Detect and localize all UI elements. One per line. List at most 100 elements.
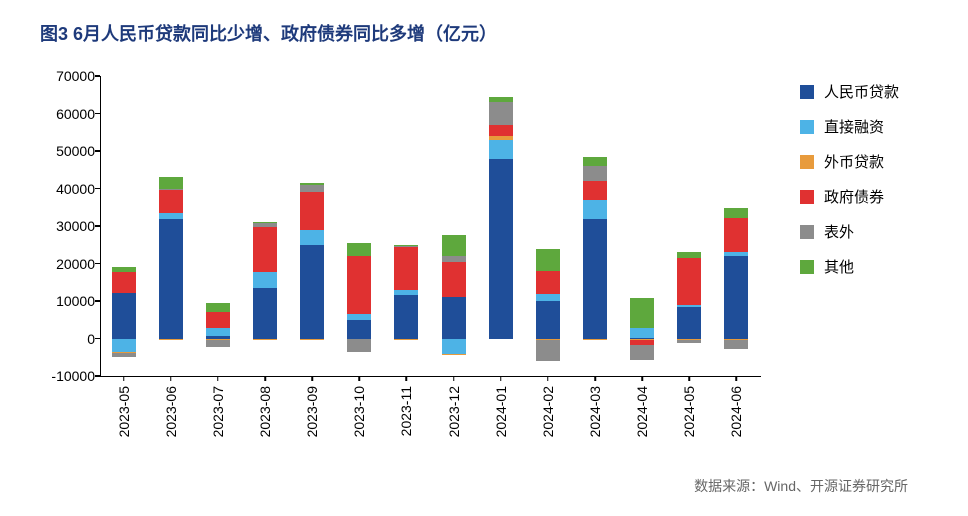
bar-segment	[630, 328, 654, 337]
bar-segment	[677, 258, 701, 305]
bar-segment	[724, 252, 748, 257]
y-tick-label: 20000	[20, 256, 95, 272]
y-tick-mark	[95, 150, 100, 152]
bar-segment	[536, 249, 560, 272]
bar-segment	[112, 267, 136, 273]
legend-label: 表外	[824, 221, 854, 242]
bar-segment	[630, 345, 654, 359]
y-tick-label: 10000	[20, 293, 95, 309]
x-tick-mark	[500, 376, 502, 381]
y-tick-label: 50000	[20, 143, 95, 159]
legend-swatch	[800, 120, 814, 134]
data-source: 数据来源：Wind、开源证券研究所	[20, 476, 908, 496]
legend-item: 表外	[800, 221, 899, 242]
bar-segment	[724, 256, 748, 339]
bar-segment	[394, 295, 418, 338]
y-tick-label: -10000	[20, 368, 95, 384]
x-tick-mark	[406, 376, 408, 381]
bar-segment	[442, 339, 466, 354]
chart-wrap: -100000100002000030000400005000060000700…	[20, 66, 948, 466]
bar-segment	[583, 166, 607, 181]
bar-segment	[300, 183, 324, 185]
bar-segment	[442, 235, 466, 256]
bar-segment	[159, 177, 183, 188]
y-tick-mark	[95, 225, 100, 227]
y-tick-label: 0	[20, 331, 95, 347]
x-tick-label: 2024-06	[728, 386, 744, 437]
bar-group	[347, 76, 371, 376]
y-tick-mark	[95, 338, 100, 340]
x-tick-label: 2023-07	[210, 386, 226, 437]
legend-label: 人民币贷款	[824, 81, 899, 102]
legend-item: 人民币贷款	[800, 81, 899, 102]
bar-segment	[442, 262, 466, 298]
bar-segment	[724, 208, 748, 217]
bar-segment	[112, 339, 136, 352]
bar-segment	[442, 354, 466, 355]
bar-segment	[112, 293, 136, 339]
bar-segment	[347, 339, 371, 352]
bar-segment	[489, 136, 513, 140]
x-tick-mark	[170, 376, 172, 381]
bar-segment	[112, 272, 136, 293]
bar-segment	[300, 230, 324, 245]
bar-group	[253, 76, 277, 376]
bar-group	[583, 76, 607, 376]
legend-label: 其他	[824, 256, 854, 277]
y-tick-mark	[95, 375, 100, 377]
bar-segment	[347, 256, 371, 314]
x-tick-label: 2023-06	[163, 386, 179, 437]
bar-segment	[206, 340, 230, 348]
bar-segment	[112, 353, 136, 357]
bar-segment	[489, 140, 513, 159]
bar-segment	[159, 190, 183, 213]
bar-segment	[159, 189, 183, 191]
bar-segment	[300, 192, 324, 230]
bar-segment	[677, 340, 701, 344]
bar-segment	[253, 272, 277, 288]
bar-segment	[206, 328, 230, 336]
bar-segment	[159, 339, 183, 340]
x-tick-label: 2023-09	[304, 386, 320, 437]
y-tick-mark	[95, 188, 100, 190]
bar-group	[630, 76, 654, 376]
x-tick-mark	[736, 376, 738, 381]
x-tick-label: 2023-12	[446, 386, 462, 437]
y-tick-label: 30000	[20, 218, 95, 234]
bar-segment	[253, 222, 277, 224]
bar-segment	[536, 271, 560, 294]
legend-swatch	[800, 155, 814, 169]
bar-segment	[159, 219, 183, 339]
legend-item: 政府债券	[800, 186, 899, 207]
bar-segment	[583, 219, 607, 339]
x-tick-mark	[123, 376, 125, 381]
bar-segment	[394, 245, 418, 246]
bar-group	[159, 76, 183, 376]
x-tick-mark	[217, 376, 219, 381]
bar-segment	[442, 297, 466, 338]
chart-area: -100000100002000030000400005000060000700…	[20, 66, 780, 466]
bar-segment	[536, 340, 560, 362]
bar-segment	[159, 213, 183, 219]
bar-segment	[253, 288, 277, 339]
legend-swatch	[800, 190, 814, 204]
bar-segment	[489, 102, 513, 125]
y-tick-mark	[95, 263, 100, 265]
bar-segment	[300, 245, 324, 339]
bar-segment	[583, 200, 607, 219]
bar-segment	[677, 252, 701, 258]
bar-group	[536, 76, 560, 376]
y-tick-mark	[95, 75, 100, 77]
x-tick-mark	[641, 376, 643, 381]
bar-segment	[253, 227, 277, 272]
bar-segment	[724, 218, 748, 252]
bar-segment	[583, 157, 607, 166]
bar-segment	[630, 298, 654, 328]
x-tick-label: 2023-05	[116, 386, 132, 437]
bar-segment	[489, 125, 513, 136]
x-tick-mark	[264, 376, 266, 381]
bar-group	[489, 76, 513, 376]
legend-label: 政府债券	[824, 186, 884, 207]
bar-segment	[536, 301, 560, 339]
bar-group	[394, 76, 418, 376]
